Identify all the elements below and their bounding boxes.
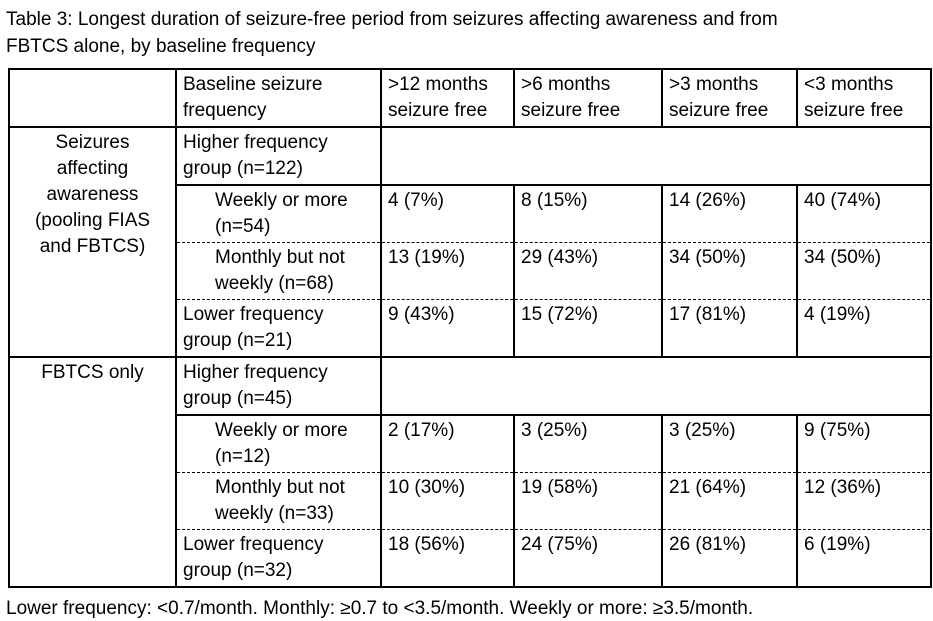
data-cell: 17 (81%) bbox=[661, 299, 798, 358]
header-cell-lt3-months: <3 months seizure free bbox=[796, 69, 932, 128]
merged-empty-cell bbox=[380, 357, 932, 416]
footnote-frequency-definitions: Lower frequency: <0.7/month. Monthly: ≥0… bbox=[6, 598, 754, 619]
header-row: Baseline seizure frequency >12 months se… bbox=[8, 69, 932, 128]
data-cell: 26 (81%) bbox=[661, 529, 798, 588]
row-label-cell: Higher frequency group (n=45) bbox=[175, 357, 382, 416]
table-row: Weekly or more (n=12) 2 (17%) 3 (25%) 3 … bbox=[9, 415, 932, 473]
data-cell: 3 (25%) bbox=[513, 415, 663, 473]
row-label-cell: Lower frequency group (n=21) bbox=[175, 299, 382, 358]
data-cell: 21 (64%) bbox=[661, 472, 798, 530]
data-cell: 34 (50%) bbox=[661, 242, 798, 300]
data-cell: 34 (50%) bbox=[796, 242, 932, 300]
table-title: Table 3: Longest duration of seizure-fre… bbox=[6, 9, 778, 57]
merged-empty-cell bbox=[380, 127, 932, 186]
row-group-cell-fbtcs-only: FBTCS only bbox=[8, 357, 177, 588]
data-cell: 40 (74%) bbox=[796, 185, 932, 243]
table-row: Lower frequency group (n=21) 9 (43%) 15 … bbox=[9, 299, 932, 358]
data-cell: 2 (17%) bbox=[380, 415, 515, 473]
data-cell: 4 (7%) bbox=[380, 185, 515, 243]
header-cell-gt12-months: >12 months seizure free bbox=[380, 69, 515, 128]
data-cell: 6 (19%) bbox=[796, 529, 932, 588]
data-cell: 4 (19%) bbox=[796, 299, 932, 358]
row-label-cell: Weekly or more (n=12) bbox=[175, 415, 382, 473]
table-row: Lower frequency group (n=32) 18 (56%) 24… bbox=[9, 529, 932, 588]
table-row: Monthly but not weekly (n=68) 13 (19%) 2… bbox=[9, 242, 932, 300]
row-label-cell: Lower frequency group (n=32) bbox=[175, 529, 382, 588]
data-cell: 10 (30%) bbox=[380, 472, 515, 530]
seizure-free-table: Baseline seizure frequency >12 months se… bbox=[8, 68, 932, 588]
data-cell: 29 (43%) bbox=[513, 242, 663, 300]
data-cell: 12 (36%) bbox=[796, 472, 932, 530]
table-row: Weekly or more (n=54) 4 (7%) 8 (15%) 14 … bbox=[9, 185, 932, 243]
header-cell-gt6-months: >6 months seizure free bbox=[513, 69, 663, 128]
data-cell: 18 (56%) bbox=[380, 529, 515, 588]
data-cell: 9 (43%) bbox=[380, 299, 515, 358]
table-row: FBTCS only Higher frequency group (n=45) bbox=[8, 357, 932, 588]
row-group-label: FBTCS only bbox=[41, 362, 144, 383]
row-group-label: Seizures affecting awareness (pooling FI… bbox=[34, 132, 151, 257]
row-label-cell: Monthly but not weekly (n=33) bbox=[175, 472, 382, 530]
row-group-cell-seizures-affecting-awareness: Seizures affecting awareness (pooling FI… bbox=[8, 127, 177, 358]
data-cell: 3 (25%) bbox=[661, 415, 798, 473]
data-cell: 9 (75%) bbox=[796, 415, 932, 473]
table-row: Monthly but not weekly (n=33) 10 (30%) 1… bbox=[9, 472, 932, 530]
data-cell: 19 (58%) bbox=[513, 472, 663, 530]
data-cell: 15 (72%) bbox=[513, 299, 663, 358]
row-label-cell: Higher frequency group (n=122) bbox=[175, 127, 382, 186]
row-label-cell: Weekly or more (n=54) bbox=[175, 185, 382, 243]
row-label-cell: Monthly but not weekly (n=68) bbox=[175, 242, 382, 300]
table-row: Seizures affecting awareness (pooling FI… bbox=[8, 127, 932, 358]
data-cell: 8 (15%) bbox=[513, 185, 663, 243]
header-cell-gt3-months: >3 months seizure free bbox=[661, 69, 798, 128]
footnotes: Lower frequency: <0.7/month. Monthly: ≥0… bbox=[6, 595, 933, 621]
header-cell-empty bbox=[8, 69, 177, 128]
data-cell: 13 (19%) bbox=[380, 242, 515, 300]
data-cell: 14 (26%) bbox=[661, 185, 798, 243]
data-cell: 24 (75%) bbox=[513, 529, 663, 588]
header-cell-baseline-frequency: Baseline seizure frequency bbox=[175, 69, 382, 128]
